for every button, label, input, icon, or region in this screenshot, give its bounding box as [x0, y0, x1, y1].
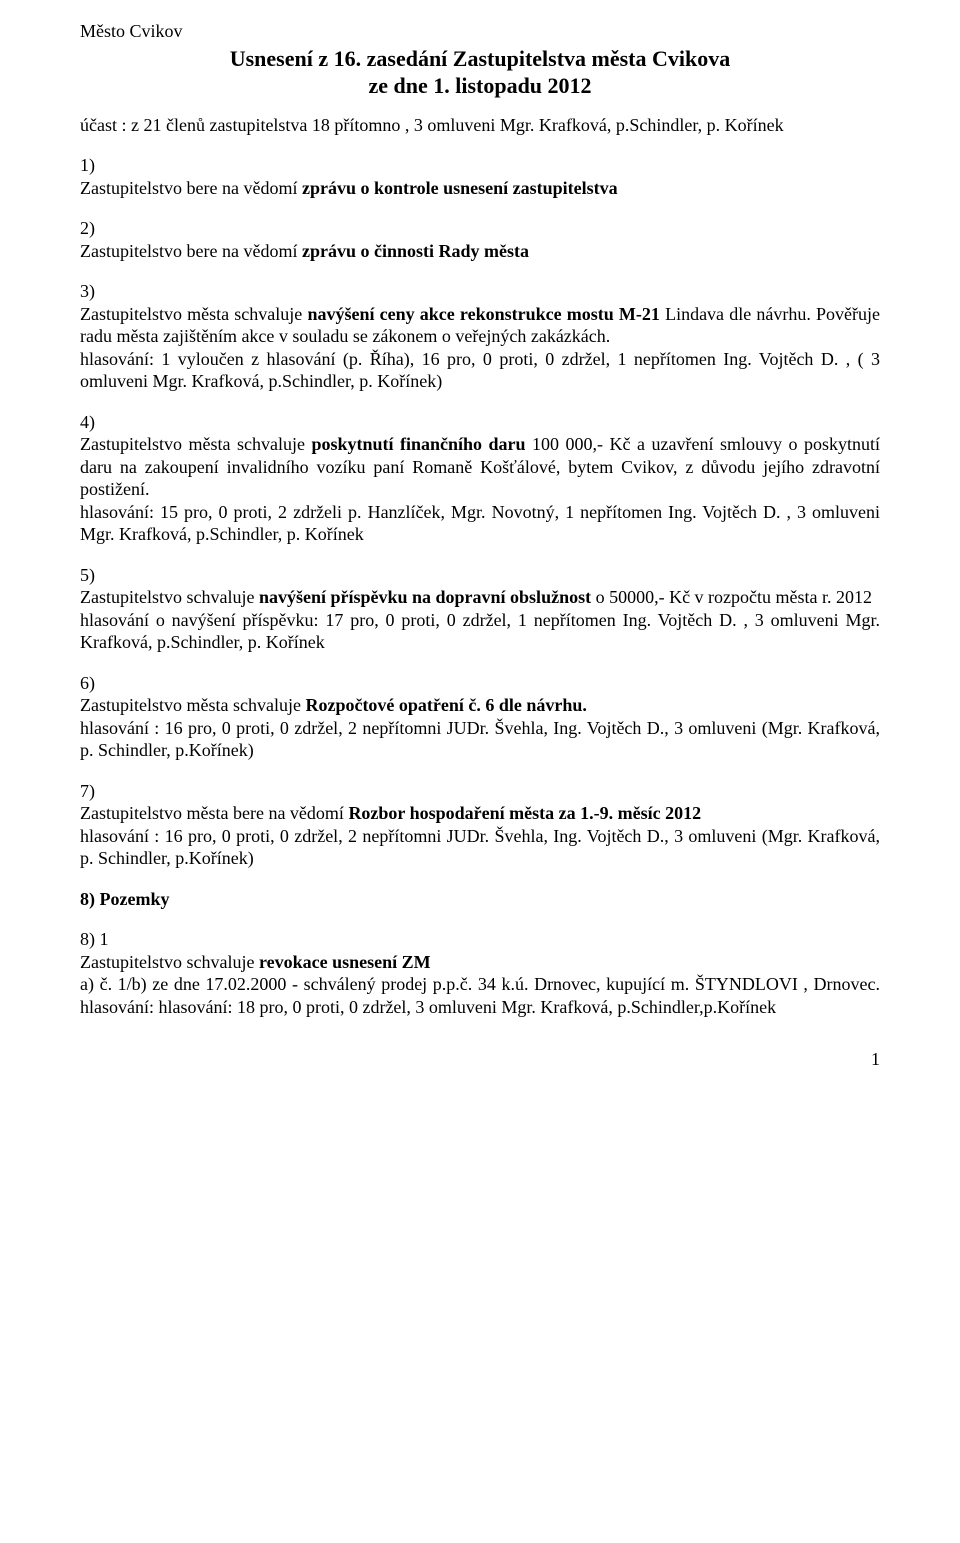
item-3-head: 3) — [80, 280, 880, 303]
item-4-text-pre: Zastupitelstvo města schvaluje — [80, 434, 311, 454]
page-subtitle: ze dne 1. listopadu 2012 — [80, 72, 880, 100]
item-6-head: 6) — [80, 672, 880, 695]
item-1-head: 1) — [80, 154, 880, 177]
item-3: 3) Zastupitelstvo města schvaluje navýše… — [80, 280, 880, 393]
item-2-head: 2) — [80, 217, 880, 240]
item-8-1: 8) 1 Zastupitelstvo schvaluje revokace u… — [80, 928, 880, 1018]
item-4-body: Zastupitelstvo města schvaluje poskytnut… — [80, 433, 880, 501]
item-6-text-bold: Rozpočtové opatření č. 6 dle návrhu. — [305, 695, 586, 715]
item-2-text-pre: Zastupitelstvo bere na vědomí — [80, 241, 302, 261]
item-8-head: 8) Pozemky — [80, 888, 880, 911]
item-5: 5) Zastupitelstvo schvaluje navýšení pří… — [80, 564, 880, 654]
item-7: 7) Zastupitelstvo města bere na vědomí R… — [80, 780, 880, 870]
page-number: 1 — [80, 1048, 880, 1071]
item-5-text-bold: navýšení příspěvku na dopravní obslužnos… — [259, 587, 591, 607]
item-8: 8) Pozemky — [80, 888, 880, 911]
item-7-head: 7) — [80, 780, 880, 803]
item-5-vote: hlasování o navýšení příspěvku: 17 pro, … — [80, 609, 880, 654]
item-8-1-body: Zastupitelstvo schvaluje revokace usnese… — [80, 951, 880, 974]
item-4-head: 4) — [80, 411, 880, 434]
item-2-body: Zastupitelstvo bere na vědomí zprávu o č… — [80, 240, 880, 263]
item-8-1-text-pre: Zastupitelstvo schvaluje — [80, 952, 259, 972]
item-7-text-pre: Zastupitelstvo města bere na vědomí — [80, 803, 348, 823]
item-2: 2) Zastupitelstvo bere na vědomí zprávu … — [80, 217, 880, 262]
header-top-left: Město Cvikov — [80, 20, 880, 43]
item-1-text-bold: zprávu o kontrole usnesení zastupitelstv… — [302, 178, 618, 198]
item-1: 1) Zastupitelstvo bere na vědomí zprávu … — [80, 154, 880, 199]
item-7-body: Zastupitelstvo města bere na vědomí Rozb… — [80, 802, 880, 825]
page: Město Cvikov Usnesení z 16. zasedání Zas… — [40, 0, 920, 1129]
item-3-body: Zastupitelstvo města schvaluje navýšení … — [80, 303, 880, 348]
item-5-head: 5) — [80, 564, 880, 587]
item-1-body: Zastupitelstvo bere na vědomí zprávu o k… — [80, 177, 880, 200]
item-4: 4) Zastupitelstvo města schvaluje poskyt… — [80, 411, 880, 546]
item-6-vote: hlasování : 16 pro, 0 proti, 0 zdržel, 2… — [80, 717, 880, 762]
item-6-body: Zastupitelstvo města schvaluje Rozpočtov… — [80, 694, 880, 717]
item-3-text-pre: Zastupitelstvo města schvaluje — [80, 304, 307, 324]
item-2-text-bold: zprávu o činnosti Rady města — [302, 241, 529, 261]
item-8-1-text-bold: revokace usnesení ZM — [259, 952, 431, 972]
item-7-text-bold: Rozbor hospodaření města za 1.-9. měsíc … — [348, 803, 701, 823]
item-8-1-head: 8) 1 — [80, 928, 880, 951]
attendance-line: účast : z 21 členů zastupitelstva 18 pří… — [80, 114, 880, 137]
item-1-text-pre: Zastupitelstvo bere na vědomí — [80, 178, 302, 198]
item-6-text-pre: Zastupitelstvo města schvaluje — [80, 695, 305, 715]
item-4-vote: hlasování: 15 pro, 0 proti, 2 zdrželi p.… — [80, 501, 880, 546]
item-3-vote: hlasování: 1 vyloučen z hlasování (p. Ří… — [80, 348, 880, 393]
item-5-body: Zastupitelstvo schvaluje navýšení příspě… — [80, 586, 880, 609]
item-5-text-post: o 50000,- Kč v rozpočtu města r. 2012 — [591, 587, 872, 607]
item-7-vote: hlasování : 16 pro, 0 proti, 0 zdržel, 2… — [80, 825, 880, 870]
item-8-1-line2: a) č. 1/b) ze dne 17.02.2000 - schválený… — [80, 973, 880, 1018]
item-5-text-pre: Zastupitelstvo schvaluje — [80, 587, 259, 607]
item-6: 6) Zastupitelstvo města schvaluje Rozpoč… — [80, 672, 880, 762]
item-4-text-bold: poskytnutí finančního daru — [311, 434, 525, 454]
page-title: Usnesení z 16. zasedání Zastupitelstva m… — [80, 45, 880, 73]
item-3-text-bold: navýšení ceny akce rekonstrukce mostu M-… — [307, 304, 659, 324]
